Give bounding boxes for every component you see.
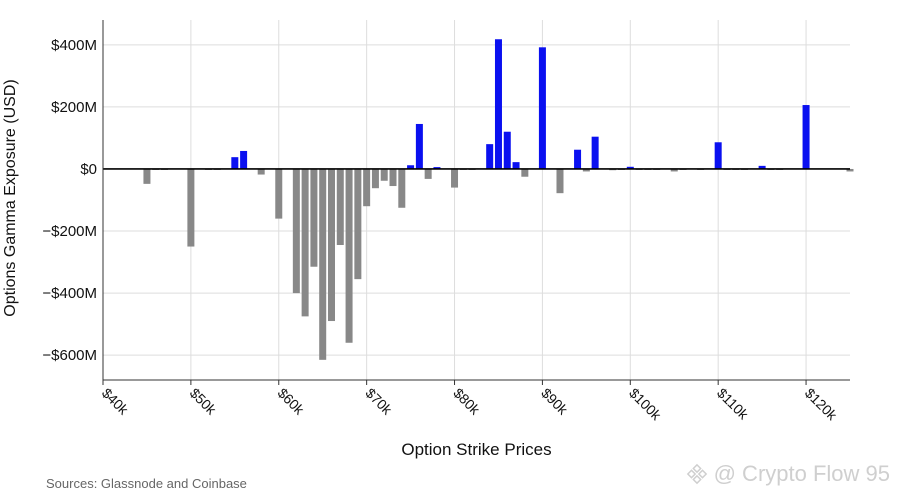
bar	[521, 168, 529, 177]
bar	[398, 168, 406, 208]
x-tick-label: $90k	[538, 385, 571, 418]
bar	[494, 39, 502, 169]
bar	[336, 168, 344, 245]
bar	[257, 168, 265, 175]
bar	[512, 162, 520, 169]
x-tick-label: $60k	[275, 385, 308, 418]
x-tick-label: $120k	[802, 385, 841, 424]
bar	[187, 168, 195, 247]
x-axis-label: Option Strike Prices	[401, 440, 552, 459]
bar	[319, 168, 327, 360]
x-tick-label: $80k	[450, 385, 483, 418]
bar	[240, 150, 248, 169]
y-tick-label: $200M	[51, 99, 97, 116]
y-tick-label: $400M	[51, 37, 97, 54]
bars	[143, 39, 854, 360]
bar	[345, 168, 353, 343]
bar	[626, 166, 634, 169]
bar	[275, 168, 283, 219]
bar	[363, 168, 371, 207]
bar	[486, 144, 494, 169]
bar	[714, 142, 722, 169]
y-tick-label: −$600M	[42, 347, 97, 364]
bar	[389, 168, 397, 187]
bar	[556, 168, 564, 194]
bar	[591, 136, 599, 169]
x-tick-label: $70k	[363, 385, 396, 418]
bar	[301, 168, 309, 317]
bar	[143, 168, 151, 184]
bar	[574, 149, 582, 169]
bar	[380, 168, 388, 181]
bar	[433, 167, 441, 169]
bar	[407, 165, 415, 169]
y-axis-label: Options Gamma Exposure (USD)	[2, 79, 19, 317]
bar	[802, 105, 810, 169]
bar	[538, 47, 546, 169]
source-note: Sources: Glassnode and Coinbase	[46, 476, 247, 491]
y-tick-label: $0	[80, 161, 97, 178]
bar	[758, 165, 766, 169]
x-tick-label: $40k	[99, 385, 132, 418]
x-tick-label: $110k	[714, 385, 752, 423]
gridlines	[102, 20, 850, 380]
bar	[327, 168, 335, 322]
watermark-text: @ Crypto Flow 95	[713, 461, 890, 486]
y-tick-label: −$400M	[42, 285, 97, 302]
bar	[424, 168, 432, 179]
bar	[371, 168, 379, 189]
x-tick-label: $100k	[626, 385, 665, 424]
bar	[231, 157, 239, 169]
watermark: @ Crypto Flow 95	[686, 461, 890, 487]
bar	[451, 168, 459, 188]
x-tick-label: $50k	[187, 385, 220, 418]
bar	[354, 168, 362, 280]
bar	[415, 123, 423, 169]
bar	[503, 131, 511, 169]
bar	[582, 168, 590, 172]
bar	[670, 168, 678, 172]
bar	[310, 168, 318, 267]
y-tick-label: −$200M	[42, 223, 97, 240]
bar	[846, 168, 854, 172]
bar	[292, 168, 300, 294]
binance-logo-icon	[686, 463, 707, 485]
